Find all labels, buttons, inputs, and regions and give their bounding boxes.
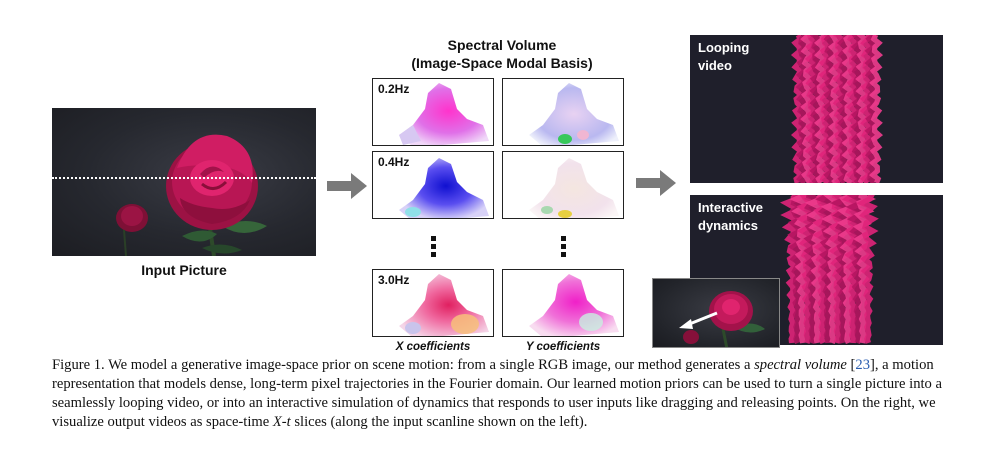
looping-xt-slice: [690, 35, 943, 183]
input-picture-label: Input Picture: [141, 262, 227, 278]
spectral-volume-title-line1: Spectral Volume: [447, 37, 557, 53]
arrow-head-icon: [351, 173, 367, 199]
x-coef-map: [399, 83, 489, 145]
x-coefficient-0-4hz: 0.4Hz: [372, 151, 494, 219]
caption-middle: a motion representation that models dens…: [52, 357, 942, 430]
xt-stripe: [809, 35, 824, 183]
input-picture: [52, 108, 316, 256]
spectral-volume-title-line2: (Image-Space Modal Basis): [411, 55, 593, 71]
arrow-to-outputs: [636, 178, 660, 188]
drag-arrow-icon: [679, 319, 693, 329]
x-coefficient-0-2hz: 0.2Hz: [372, 78, 494, 146]
frequency-label: 0.2Hz: [378, 82, 410, 96]
looping-label-line1: Looping: [698, 40, 750, 55]
caption-prefix: Figure 1. We model a generative image-sp…: [52, 357, 755, 373]
y-coefficient-0-4hz: [502, 151, 624, 219]
xt-stripe: [790, 35, 806, 183]
caption-ref-open: [: [846, 357, 856, 373]
y-coef-map: [529, 83, 619, 145]
arrow-head-icon: [660, 170, 676, 196]
y-coef-map: [529, 158, 619, 218]
interaction-inset-photo: [652, 278, 780, 348]
looping-video-label: Looping video: [698, 39, 749, 75]
xt-stripe: [856, 195, 879, 344]
y-coefficient-0-2hz: [502, 78, 624, 146]
frequency-label: 3.0Hz: [378, 273, 410, 287]
y-coefficients-caption: Y coefficients: [525, 341, 601, 353]
x-coefficients-caption: X coefficients: [395, 341, 471, 353]
xt-stripe: [868, 35, 884, 183]
x-coef-map: [399, 158, 489, 218]
caption-math-xt: X-t: [272, 414, 291, 430]
looping-label-line2: video: [698, 58, 732, 73]
y-coef-map: [529, 274, 619, 336]
figure-caption: Figure 1. We model a generative image-sp…: [52, 356, 972, 432]
x-coef-map: [399, 274, 489, 336]
interactive-label-line2: dynamics: [698, 218, 758, 233]
caption-suffix: slices (along the input scanline shown o…: [290, 414, 588, 430]
citation-link[interactable]: 23: [855, 357, 871, 373]
interactive-dynamics-label: Interactive dynamics: [698, 199, 763, 235]
ellipsis-y: [560, 236, 566, 257]
y-coefficient-3-0hz: [502, 269, 624, 337]
input-scanline: [52, 177, 316, 179]
xt-stripe: [864, 35, 879, 183]
x-coefficient-3-0hz: 3.0Hz: [372, 269, 494, 337]
spectral-volume-title: Spectral Volume (Image-Space Modal Basis…: [372, 36, 632, 72]
inset-rose-photo: [679, 291, 765, 347]
ellipsis-x: [430, 236, 436, 257]
frequency-label: 0.4Hz: [378, 155, 410, 169]
caption-italic-term: spectral volume: [754, 357, 847, 373]
rose-photo: [116, 134, 267, 256]
caption-ref-close: ],: [870, 357, 879, 373]
interactive-label-line1: Interactive: [698, 200, 764, 215]
looping-video-panel: Looping video: [690, 35, 943, 183]
arrow-to-spectral-volume: [327, 181, 351, 191]
